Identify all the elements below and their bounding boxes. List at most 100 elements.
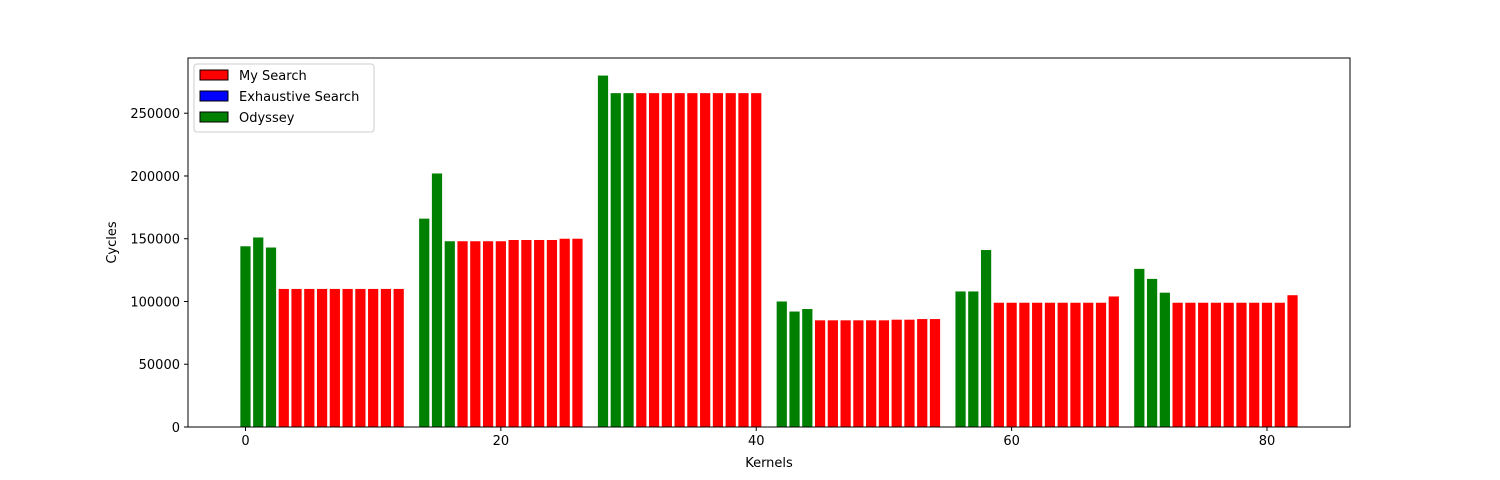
bar-my-search-3 <box>278 288 289 427</box>
bar-my-search-65 <box>1070 302 1081 427</box>
legend-swatch-my-search <box>199 69 229 81</box>
bar-my-search-11 <box>380 288 392 427</box>
bar-my-search-40 <box>751 93 762 427</box>
legend-label-my-search: My Search <box>239 69 307 84</box>
bar-my-search-38 <box>725 93 736 427</box>
bar-odyssey-30 <box>623 93 634 427</box>
legend-swatch-exhaustive-search <box>199 90 229 102</box>
y-axis-ticks: 0 50000 100000 150000 200000 250000 <box>130 107 188 436</box>
bar-my-search-59 <box>993 302 1004 427</box>
x-tick-label: 20 <box>493 434 510 449</box>
legend-label-odyssey: Odyssey <box>239 111 295 126</box>
bar-my-search-82 <box>1287 295 1298 427</box>
bar-odyssey-43 <box>789 311 800 427</box>
bar-my-search-36 <box>700 93 711 427</box>
bar-my-search-33 <box>661 93 672 427</box>
bar-my-search-12 <box>393 288 404 427</box>
bar-odyssey-42 <box>776 301 787 427</box>
bar-my-search-78 <box>1236 302 1247 427</box>
bar-my-search-20 <box>495 241 506 427</box>
bar-my-search-79 <box>1249 302 1260 427</box>
bar-my-search-64 <box>1057 302 1068 427</box>
bar-odyssey-72 <box>1159 292 1170 427</box>
bar-my-search-39 <box>738 93 749 427</box>
legend-swatch-odyssey <box>199 111 229 123</box>
bar-my-search-35 <box>687 93 698 427</box>
bar-my-search-8 <box>342 288 353 427</box>
bar-odyssey-0 <box>240 246 251 427</box>
bar-my-search-73 <box>1172 302 1183 427</box>
bar-my-search-26 <box>572 238 583 427</box>
bar-my-search-34 <box>674 93 685 427</box>
x-tick-label: 80 <box>1259 434 1276 449</box>
y-tick-label: 50000 <box>139 358 180 373</box>
x-tick-label: 60 <box>1003 434 1020 449</box>
bar-my-search-66 <box>1083 302 1094 427</box>
bar-my-search-7 <box>329 288 340 427</box>
bar-my-search-51 <box>891 319 902 427</box>
bar-my-search-80 <box>1261 302 1273 427</box>
x-axis-label: Kernels <box>745 456 793 471</box>
bar-my-search-50 <box>878 320 890 427</box>
bar-odyssey-70 <box>1134 268 1145 427</box>
bar-my-search-46 <box>827 320 838 427</box>
bar-odyssey-15 <box>431 173 443 427</box>
bar-odyssey-28 <box>597 75 609 427</box>
bar-my-search-81 <box>1274 302 1285 427</box>
bar-my-search-17 <box>457 241 468 427</box>
bar-odyssey-16 <box>444 241 455 427</box>
bar-my-search-52 <box>904 319 915 427</box>
bar-my-search-67 <box>1095 302 1107 427</box>
bar-my-search-77 <box>1223 302 1234 427</box>
y-tick-label: 200000 <box>130 170 180 185</box>
bar-my-search-6 <box>316 288 328 427</box>
bar-odyssey-57 <box>968 291 979 427</box>
plot-area-frame <box>187 57 1351 428</box>
bar-my-search-54 <box>929 319 941 427</box>
bar-my-search-4 <box>291 288 302 427</box>
bar-my-search-10 <box>368 288 379 427</box>
bar-my-search-32 <box>648 93 660 427</box>
bar-odyssey-14 <box>419 218 430 427</box>
legend: My Search Exhaustive Search Odyssey <box>193 63 375 133</box>
bar-odyssey-71 <box>1146 278 1158 427</box>
y-tick-label: 150000 <box>130 233 180 248</box>
bar-my-search-48 <box>853 320 864 427</box>
bar-my-search-9 <box>355 288 366 427</box>
bar-my-search-45 <box>814 320 826 427</box>
x-tick-label: 40 <box>748 434 765 449</box>
bar-my-search-37 <box>712 93 724 427</box>
bar-odyssey-58 <box>980 250 992 427</box>
bar-my-search-76 <box>1210 302 1222 427</box>
bar-my-search-5 <box>304 288 315 427</box>
bar-my-search-25 <box>559 238 570 427</box>
bar-odyssey-1 <box>253 237 264 427</box>
bar-my-search-23 <box>534 239 545 427</box>
bar-odyssey-56 <box>955 291 966 427</box>
y-axis-label: Cycles <box>105 221 120 264</box>
y-tick-label: 0 <box>172 421 180 436</box>
bar-my-search-18 <box>470 241 481 427</box>
bar-my-search-63 <box>1044 302 1056 427</box>
bar-my-search-74 <box>1185 302 1196 427</box>
x-tick-label: 0 <box>241 434 249 449</box>
bars-group <box>240 75 1298 427</box>
bar-my-search-31 <box>636 93 647 427</box>
bar-my-search-22 <box>521 239 532 427</box>
bar-my-search-49 <box>866 320 877 427</box>
bar-odyssey-2 <box>265 247 277 427</box>
x-axis-ticks: 0 20 40 60 80 <box>241 427 1275 449</box>
bar-my-search-21 <box>508 239 519 427</box>
legend-frame <box>193 63 375 133</box>
bar-my-search-47 <box>840 320 851 427</box>
bar-odyssey-44 <box>802 309 813 427</box>
y-tick-label: 250000 <box>130 107 180 122</box>
bar-my-search-62 <box>1032 302 1043 427</box>
bar-my-search-24 <box>546 239 558 427</box>
bar-my-search-75 <box>1198 302 1209 427</box>
y-tick-label: 100000 <box>130 295 180 310</box>
bar-my-search-61 <box>1019 302 1030 427</box>
bar-my-search-60 <box>1006 302 1017 427</box>
bar-my-search-53 <box>917 319 928 427</box>
